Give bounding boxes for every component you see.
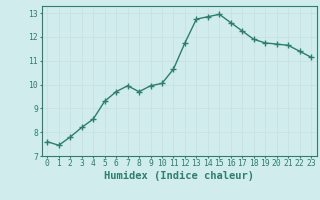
- X-axis label: Humidex (Indice chaleur): Humidex (Indice chaleur): [104, 171, 254, 181]
